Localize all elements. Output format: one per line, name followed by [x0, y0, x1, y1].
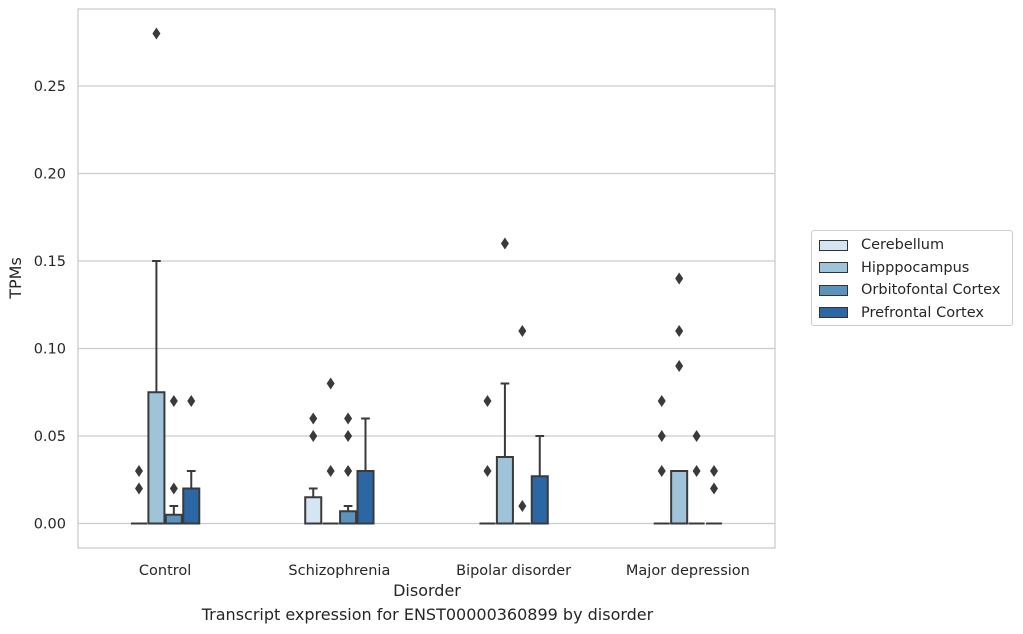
- box-cerebellum: [653, 395, 670, 525]
- box-orbitofontal-cortex: [164, 395, 183, 525]
- outlier-point: [710, 465, 719, 477]
- outlier-point: [710, 482, 719, 495]
- box: [182, 487, 201, 525]
- box-hipppocampus: [670, 272, 689, 525]
- box-prefrontal-cortex: [356, 417, 375, 525]
- legend: Cerebellum Hipppocampus Orbitofontal Corte…: [811, 230, 1013, 326]
- y-tick-label: 0.00: [34, 517, 66, 533]
- outlier-point: [326, 465, 335, 477]
- outlier-point: [518, 325, 527, 337]
- outlier-point: [344, 412, 353, 425]
- legend-label: Orbitofontal Cortex: [861, 282, 1001, 299]
- legend-item: Hipppocampus: [819, 257, 1005, 280]
- legend-item: Orbitofontal Cortex: [819, 279, 1005, 302]
- box-cerebellum: [479, 395, 496, 525]
- legend-swatch: [819, 307, 848, 319]
- outlier-point: [483, 395, 492, 407]
- legend-swatch: [819, 239, 848, 251]
- y-tick-label: 0.25: [34, 79, 66, 95]
- outlier-point: [657, 430, 666, 442]
- box-hipppocampus: [147, 27, 166, 525]
- legend-item: Cerebellum: [819, 234, 1005, 257]
- outlier-point: [187, 395, 196, 407]
- chart-caption: Transcript expression for ENST0000036089…: [201, 605, 654, 624]
- outlier-point: [657, 395, 666, 407]
- x-tick-label: Schizophrenia: [288, 563, 390, 579]
- legend-swatch: [819, 262, 848, 274]
- box-orbitofontal-cortex: [339, 412, 358, 525]
- outlier-point: [657, 465, 666, 477]
- box: [304, 496, 323, 525]
- y-axis-ticks: 0.00 0.05 0.10 0.15 0.20 0.25: [34, 79, 66, 533]
- box-hipppocampus: [322, 377, 339, 525]
- outlier-point: [344, 430, 353, 442]
- box-cerebellum: [130, 465, 148, 525]
- y-tick-label: 0.10: [34, 342, 66, 358]
- box: [356, 470, 375, 525]
- legend-label: Hipppocampus: [861, 259, 970, 276]
- gridlines: [78, 85, 775, 525]
- legend-label: Prefrontal Cortex: [861, 304, 984, 321]
- outlier-point: [675, 360, 684, 372]
- outlier-point: [692, 465, 701, 477]
- box-orbitofontal-cortex: [514, 325, 531, 525]
- box: [164, 513, 183, 525]
- outlier-point: [675, 272, 684, 285]
- outlier-point: [309, 412, 318, 425]
- outlier-point: [134, 465, 143, 477]
- x-tick-label: Control: [139, 563, 191, 579]
- box-prefrontal-cortex: [530, 435, 549, 525]
- y-axis-label: TPMs: [6, 257, 25, 300]
- y-tick-label: 0.15: [34, 254, 66, 270]
- x-axis-label: Disorder: [393, 581, 461, 600]
- x-tick-label: Bipolar disorder: [456, 563, 571, 579]
- legend-item: Prefrontal Cortex: [819, 302, 1005, 325]
- outlier-point: [675, 325, 684, 337]
- outlier-point: [500, 237, 509, 250]
- outlier-point: [309, 430, 318, 442]
- outlier-point: [518, 500, 527, 512]
- plot-area-frame: [77, 8, 776, 549]
- box-prefrontal-cortex: [182, 395, 201, 525]
- outlier-point: [169, 482, 178, 495]
- outlier-point: [344, 465, 353, 477]
- outlier-point: [152, 27, 161, 40]
- outlier-point: [169, 395, 178, 407]
- legend-swatch: [819, 284, 848, 296]
- box: [670, 470, 689, 525]
- outlier-point: [692, 430, 701, 442]
- box-cerebellum: [304, 412, 323, 525]
- legend-label: Cerebellum: [861, 237, 945, 254]
- box: [530, 475, 549, 525]
- outlier-point: [326, 377, 335, 390]
- box: [147, 391, 166, 525]
- x-tick-label: Major depression: [626, 563, 750, 579]
- box-orbitofontal-cortex: [688, 430, 705, 525]
- box-plot-marks: [130, 27, 723, 525]
- y-tick-label: 0.20: [34, 167, 66, 183]
- y-tick-label: 0.05: [34, 429, 66, 445]
- box-hipppocampus: [495, 237, 514, 525]
- outlier-point: [134, 482, 143, 495]
- x-axis-ticks: Control Schizophrenia Bipolar disorder Majo…: [139, 563, 750, 579]
- box-prefrontal-cortex: [705, 465, 723, 525]
- box: [495, 456, 514, 525]
- box: [339, 510, 358, 525]
- outlier-point: [483, 465, 492, 477]
